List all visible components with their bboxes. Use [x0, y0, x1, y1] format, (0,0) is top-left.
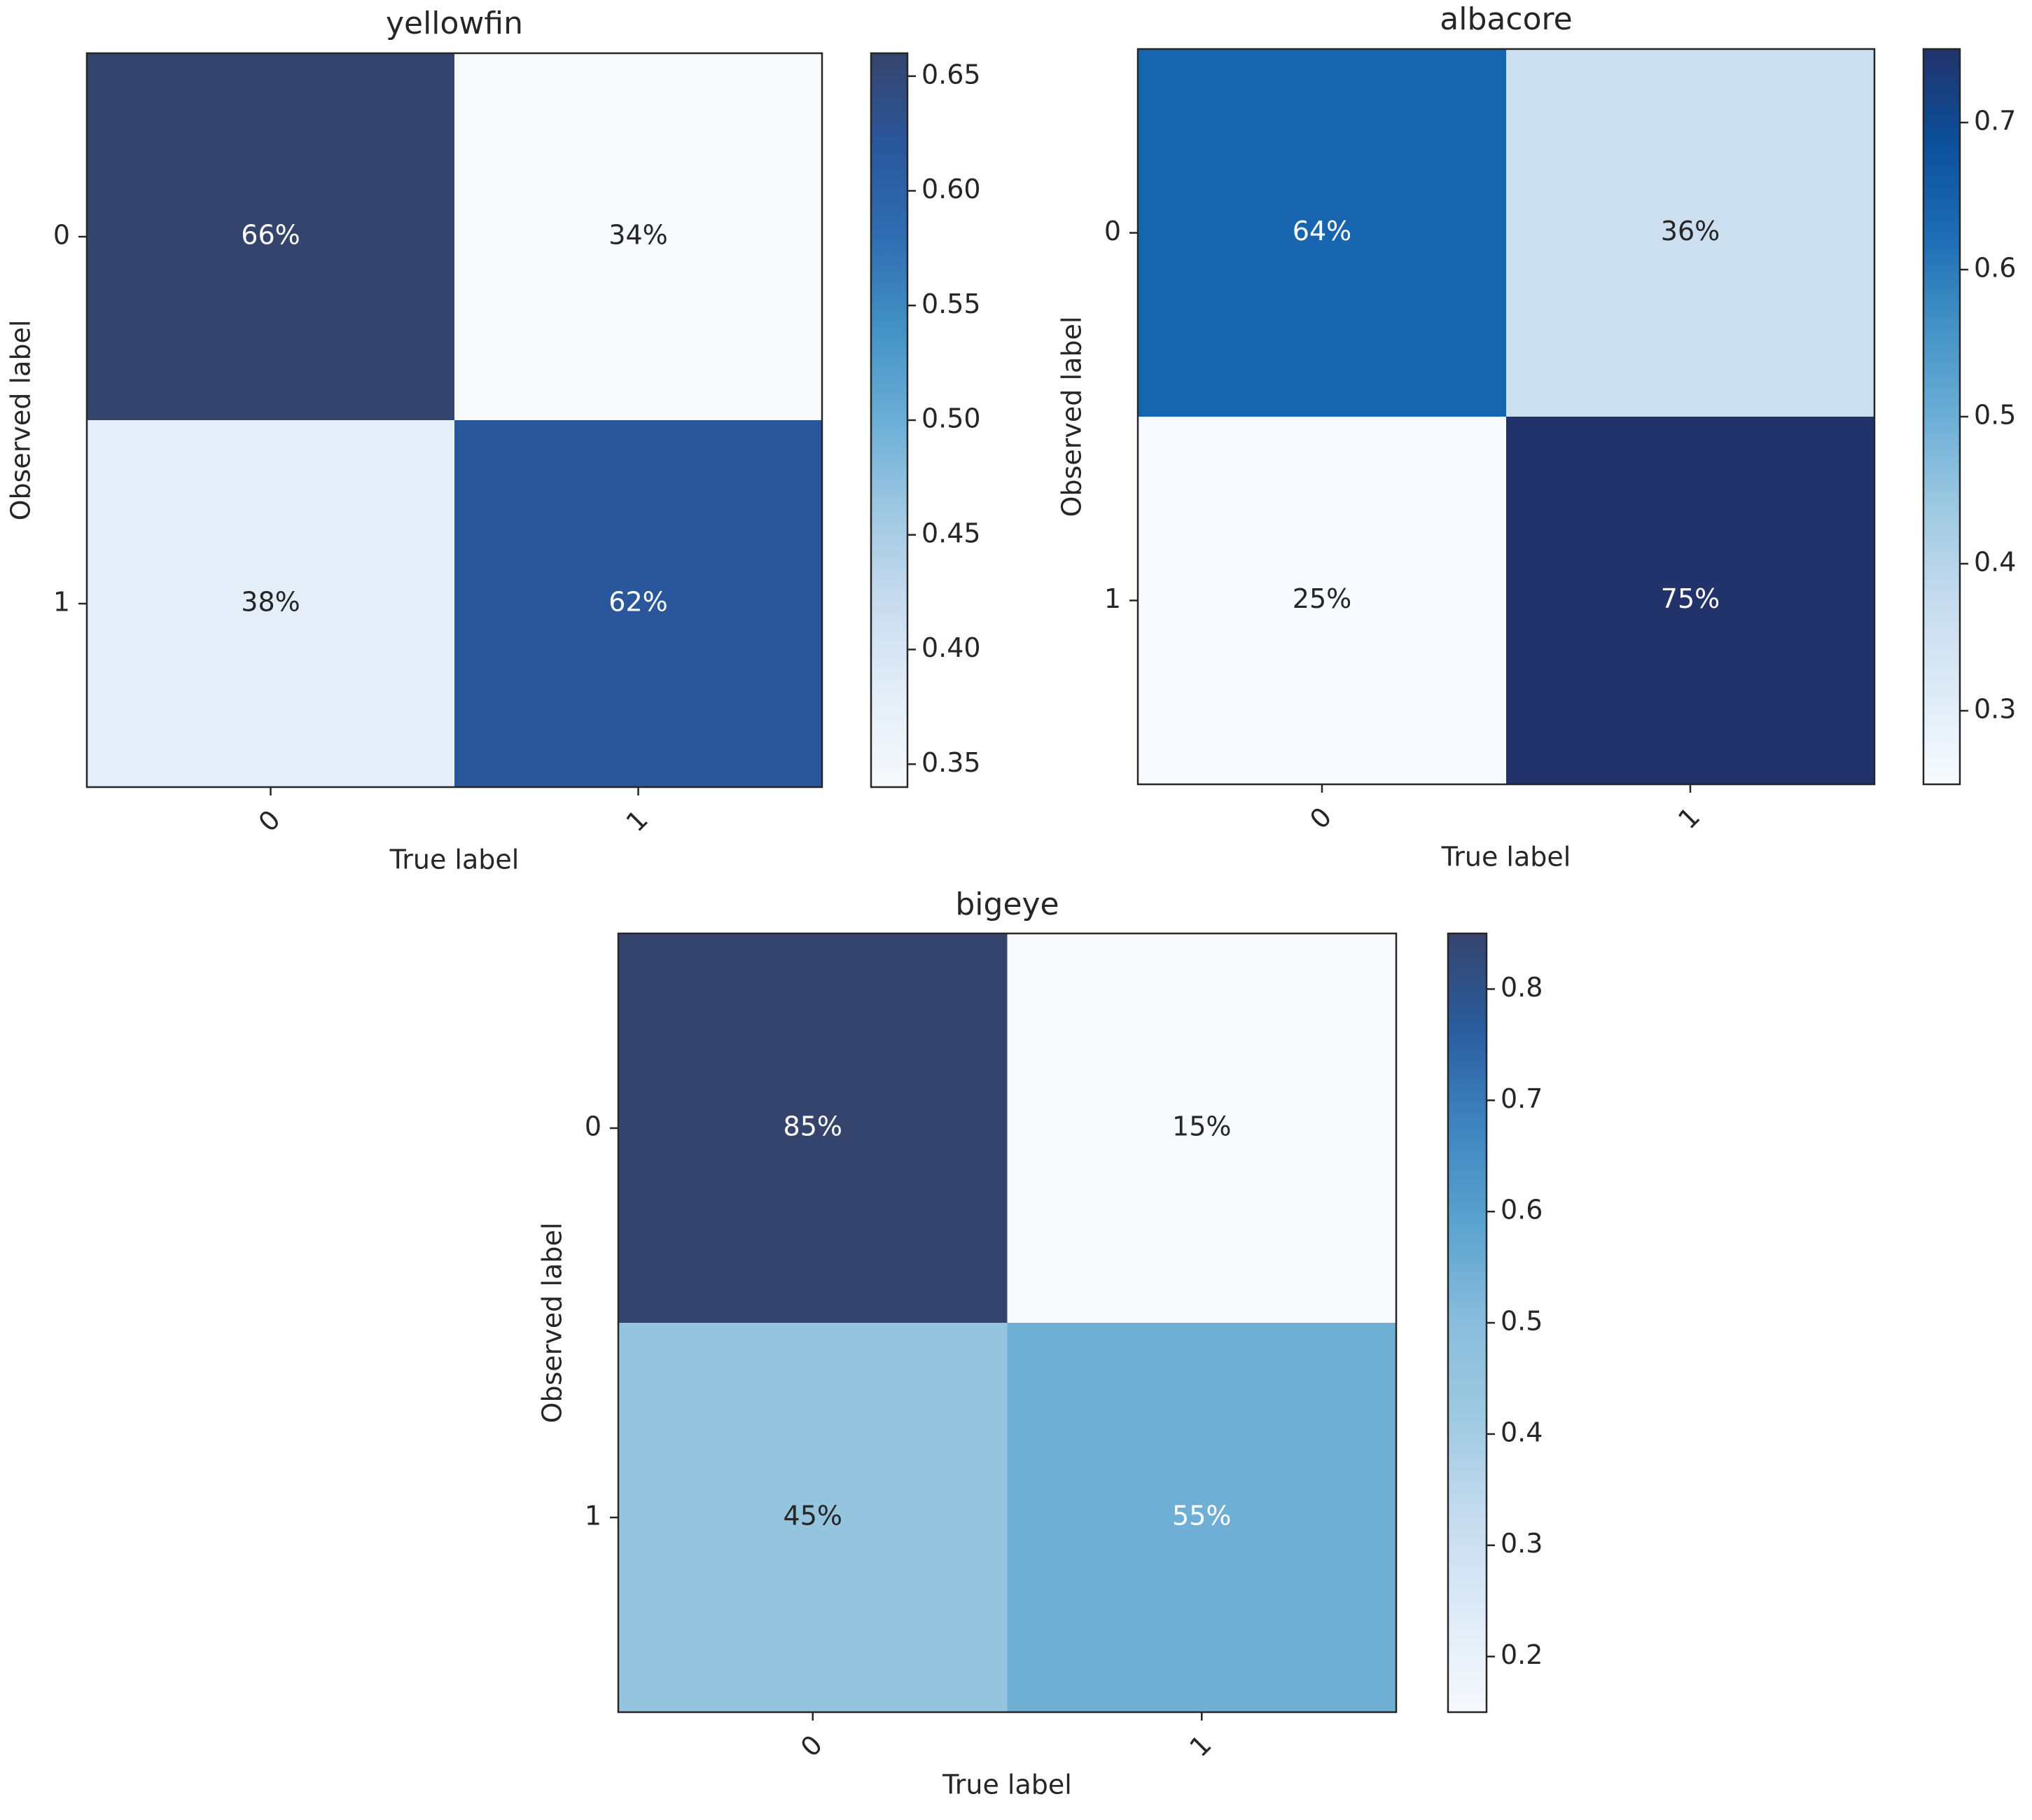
- heatmap-cell: [1138, 49, 1507, 417]
- colorbar-tick-label: 0.6: [1501, 1195, 1543, 1225]
- x-axis-label: True label: [942, 1770, 1072, 1800]
- colorbar-tick-label: 0.45: [921, 517, 981, 548]
- chart-title: yellowfin: [386, 6, 523, 41]
- colorbar-tick-label: 0.7: [1974, 106, 2016, 137]
- heatmap-cell: [454, 53, 823, 421]
- cell-label: 38%: [241, 587, 300, 618]
- heatmap-cell: [1007, 1323, 1397, 1713]
- heatmap-cell: [454, 420, 823, 788]
- colorbar-tick-label: 0.4: [1501, 1417, 1543, 1447]
- x-tick-label: 0: [253, 804, 286, 838]
- y-tick-label: 0: [53, 220, 70, 251]
- heatmap-cell: [618, 1323, 1008, 1713]
- cell-label: 55%: [1172, 1501, 1231, 1531]
- y-axis-label: Observed label: [6, 320, 36, 521]
- cell-label: 66%: [241, 220, 300, 251]
- chart-title: albacore: [1440, 1, 1572, 37]
- colorbar-tick-label: 0.60: [921, 174, 981, 204]
- cell-label: 75%: [1661, 583, 1720, 614]
- y-tick-label: 1: [585, 1501, 601, 1531]
- y-axis-label: Observed label: [1057, 317, 1087, 517]
- cell-label: 25%: [1293, 583, 1351, 614]
- colorbar: [1447, 932, 1488, 1714]
- colorbar: [870, 52, 909, 789]
- cell-label: 85%: [784, 1111, 842, 1142]
- cell-label: 15%: [1172, 1111, 1231, 1142]
- colorbar-tick-label: 0.3: [1501, 1528, 1543, 1559]
- x-tick-label: 1: [620, 804, 654, 838]
- y-axis-label: Observed label: [537, 1223, 568, 1424]
- heatmap-cell: [1506, 49, 1875, 417]
- heatmap-cell: [87, 420, 455, 788]
- x-axis-label: True label: [389, 845, 520, 875]
- cell-label: 45%: [784, 1501, 842, 1531]
- cell-label: 36%: [1661, 216, 1720, 246]
- y-tick-label: 1: [53, 587, 70, 618]
- cell-label: 34%: [608, 220, 667, 251]
- plot-frame: [617, 932, 1398, 1714]
- colorbar-tick-label: 0.2: [1501, 1639, 1543, 1670]
- colorbar: [1922, 48, 1961, 786]
- colorbar-tick-label: 0.6: [1974, 253, 2016, 284]
- colorbar-tick-label: 0.55: [921, 289, 981, 319]
- x-tick-label: 1: [1183, 1729, 1217, 1763]
- colorbar-tick-label: 0.8: [1501, 972, 1543, 1003]
- cell-label: 62%: [608, 587, 667, 618]
- heatmap-cell: [87, 53, 455, 421]
- colorbar-tick-label: 0.5: [1974, 400, 2016, 431]
- x-tick-label: 0: [795, 1729, 828, 1763]
- heatmap-cell: [1007, 933, 1397, 1324]
- y-tick-label: 0: [585, 1111, 601, 1142]
- chart-title: bigeye: [955, 887, 1059, 922]
- colorbar-tick-label: 0.5: [1501, 1306, 1543, 1337]
- colorbar-tick-label: 0.40: [921, 632, 981, 663]
- x-tick-label: 1: [1672, 801, 1706, 835]
- heatmap-cell: [618, 933, 1008, 1324]
- heatmap-cell: [1506, 417, 1875, 785]
- colorbar-tick-label: 0.4: [1974, 547, 2016, 578]
- colorbar-tick-label: 0.7: [1501, 1083, 1543, 1114]
- colorbar-tick-label: 0.3: [1974, 694, 2016, 725]
- colorbar-tick-label: 0.50: [921, 403, 981, 434]
- colorbar-tick-label: 0.35: [921, 747, 981, 778]
- plot-frame: [1136, 48, 1876, 786]
- y-tick-label: 0: [1104, 216, 1121, 246]
- colorbar-tick-label: 0.65: [921, 59, 981, 90]
- x-tick-label: 0: [1304, 801, 1337, 835]
- y-tick-label: 1: [1104, 583, 1121, 614]
- plot-frame: [85, 52, 823, 789]
- cell-label: 64%: [1293, 216, 1351, 246]
- heatmap-cell: [1138, 417, 1507, 785]
- x-axis-label: True label: [1441, 842, 1571, 873]
